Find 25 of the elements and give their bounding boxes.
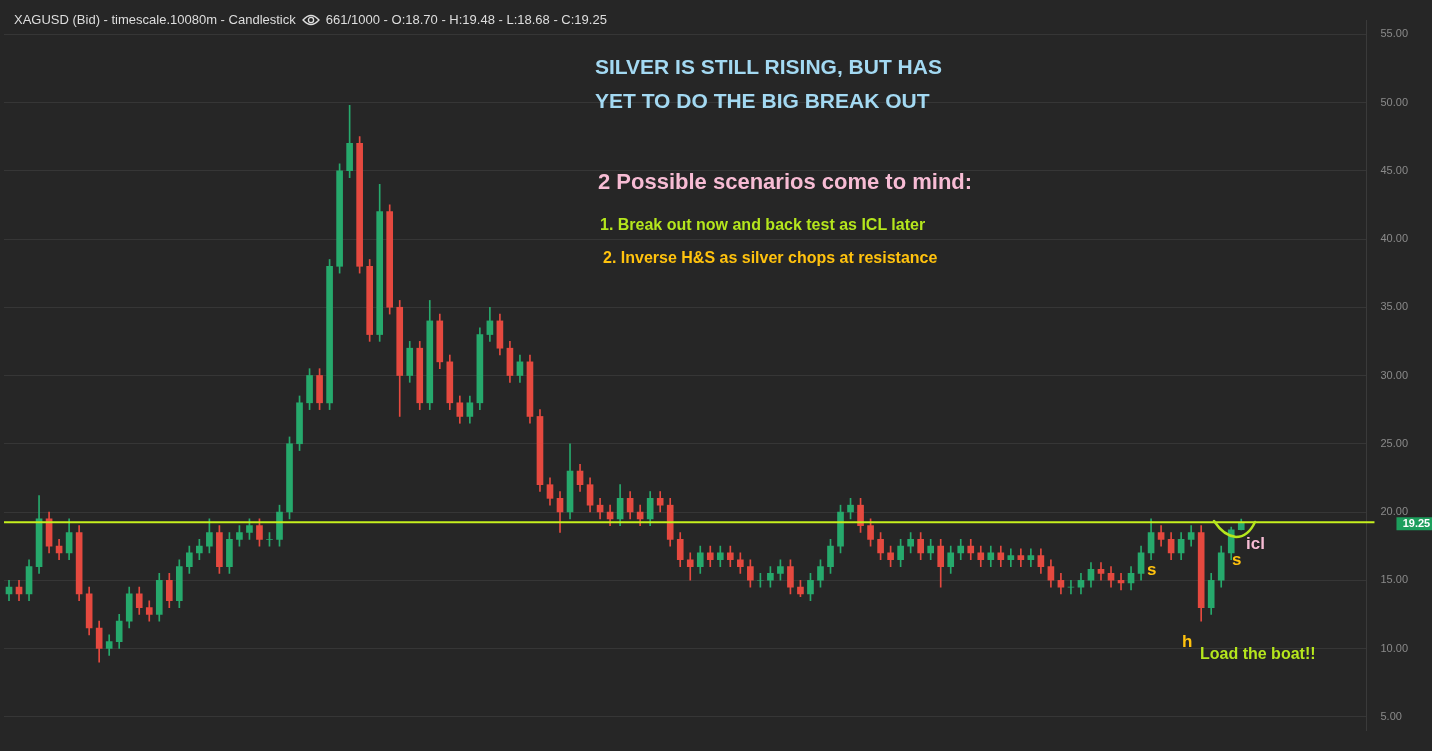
- chart-subtitle: 661/1000 - O:18.70 - H:19.48 - L:18.68 - C:19.25: [325, 12, 607, 27]
- y-tick-label: 30.00: [1380, 368, 1408, 381]
- annotation: icl: [1246, 534, 1265, 554]
- y-tick-label: 55.00: [1380, 27, 1408, 40]
- candlestick: [1097, 562, 1105, 581]
- y-tick-label: 25.00: [1380, 436, 1408, 449]
- y-tick-label: 10.00: [1380, 641, 1408, 654]
- y-tick-label: 35.00: [1380, 300, 1408, 313]
- annotation: 2. Inverse H&S as silver chops at resistance: [603, 249, 938, 267]
- annotation: YET TO DO THE BIG BREAK OUT: [595, 89, 930, 113]
- y-tick-label: 20.00: [1380, 505, 1408, 518]
- y-tick-label: 15.00: [1380, 573, 1408, 586]
- annotation: h: [1182, 632, 1193, 652]
- annotation: SILVER IS STILL RISING, BUT HAS: [595, 55, 942, 79]
- ref-line-label: 19.25: [1402, 516, 1431, 529]
- y-tick-label: 40.00: [1380, 232, 1408, 245]
- y-tick-label: 50.00: [1380, 95, 1408, 108]
- annotation: 2 Possible scenarios come to mind:: [598, 169, 973, 195]
- annotation: Load the boat!!: [1200, 645, 1316, 663]
- chart-title: XAGUSD (Bid) - timescale.10080m - Candlestick: [14, 12, 296, 27]
- y-tick-label: 5.00: [1380, 709, 1402, 722]
- annotation: s: [1147, 560, 1157, 580]
- annotation: 1. Break out now and back test as ICL later: [600, 216, 926, 234]
- y-tick-label: 45.00: [1380, 163, 1408, 176]
- annotation: s: [1232, 550, 1242, 570]
